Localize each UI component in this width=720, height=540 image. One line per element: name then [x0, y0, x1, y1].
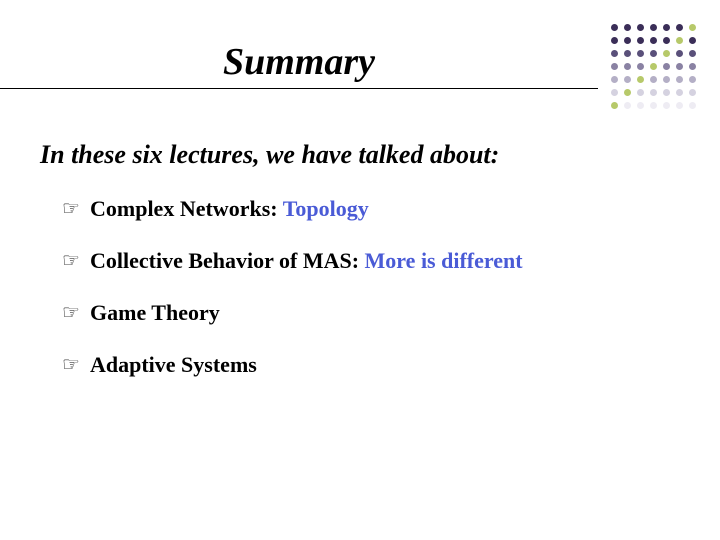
- list-item-pre: Game Theory: [90, 300, 220, 325]
- list-item-pre: Complex Networks:: [90, 196, 283, 221]
- list-item: ☞Collective Behavior of MAS: More is dif…: [62, 248, 622, 274]
- pointing-hand-icon: ☞: [62, 196, 90, 222]
- title-area: Summary: [0, 40, 598, 89]
- list-item-text: Collective Behavior of MAS: More is diff…: [90, 248, 523, 274]
- list-item-text: Adaptive Systems: [90, 352, 257, 378]
- pointing-hand-icon: ☞: [62, 300, 90, 326]
- bullet-list: ☞Complex Networks: Topology☞Collective B…: [62, 196, 622, 404]
- decorative-dot-grid: [609, 22, 698, 111]
- list-item-pre: Adaptive Systems: [90, 352, 257, 377]
- list-item-text: Complex Networks: Topology: [90, 196, 369, 222]
- list-item: ☞Adaptive Systems: [62, 352, 622, 378]
- pointing-hand-icon: ☞: [62, 248, 90, 274]
- list-item-text: Game Theory: [90, 300, 220, 326]
- list-item-highlight: More is different: [365, 248, 523, 273]
- slide-title: Summary: [223, 41, 375, 83]
- slide: Summary In these six lectures, we have t…: [0, 0, 720, 540]
- pointing-hand-icon: ☞: [62, 352, 90, 378]
- list-item-highlight: Topology: [283, 196, 369, 221]
- list-item: ☞Game Theory: [62, 300, 622, 326]
- intro-text: In these six lectures, we have talked ab…: [40, 140, 499, 170]
- list-item: ☞Complex Networks: Topology: [62, 196, 622, 222]
- list-item-pre: Collective Behavior of MAS:: [90, 248, 365, 273]
